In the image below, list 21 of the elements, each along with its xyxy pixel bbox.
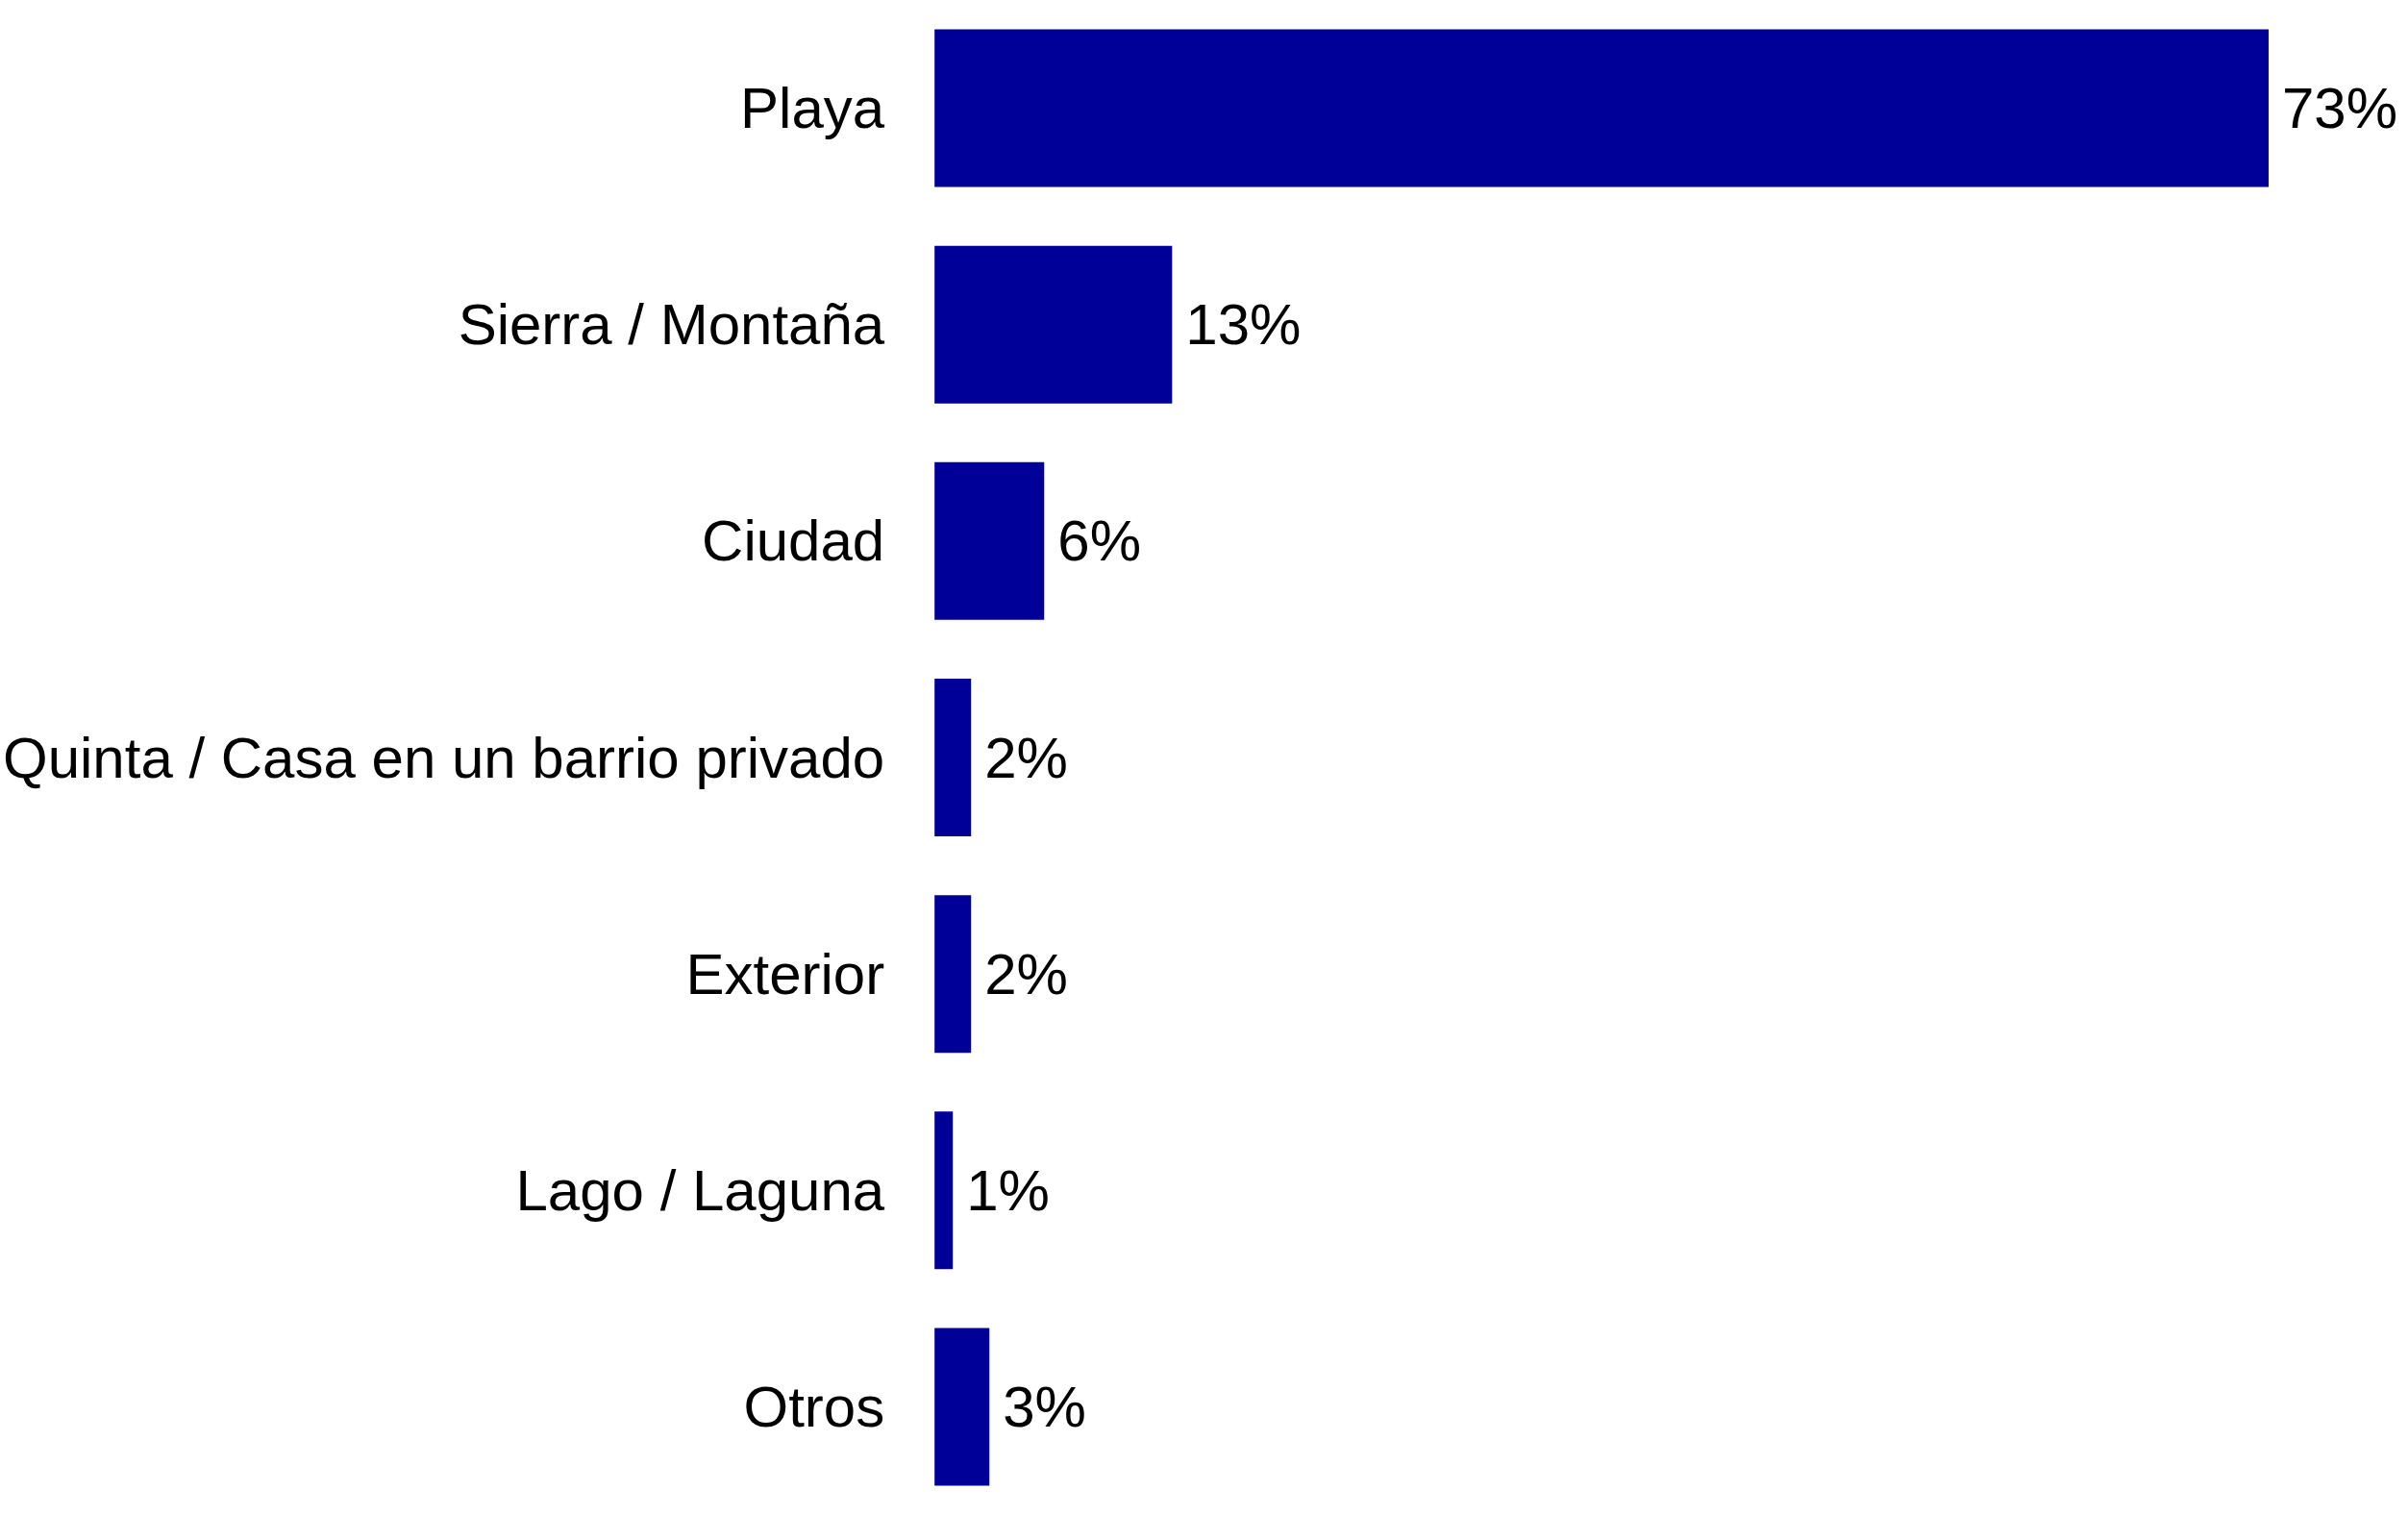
data-label: 2% — [984, 725, 1068, 790]
y-tick-label: Playa — [740, 76, 885, 141]
data-label: 3% — [1003, 1374, 1086, 1439]
data-label: 13% — [1185, 292, 1302, 358]
bar — [934, 1328, 990, 1486]
y-tick-label: Ciudad — [702, 509, 885, 574]
y-tick-label: Lago / Laguna — [515, 1157, 885, 1223]
bar — [934, 1111, 954, 1270]
y-tick-label: Otros — [743, 1374, 885, 1439]
bar — [934, 679, 972, 836]
bar — [934, 461, 1045, 620]
bar — [934, 29, 2269, 187]
data-label: 73% — [2282, 76, 2398, 141]
data-label: 1% — [966, 1157, 1050, 1223]
data-label: 2% — [984, 941, 1068, 1006]
y-tick-label: Sierra / Montaña — [458, 292, 885, 358]
y-tick-label: Quinta / Casa en un barrio privado — [2, 725, 885, 790]
bar — [934, 895, 972, 1054]
bar — [934, 245, 1173, 404]
data-label: 6% — [1057, 509, 1141, 574]
y-tick-label: Exterior — [685, 941, 885, 1006]
